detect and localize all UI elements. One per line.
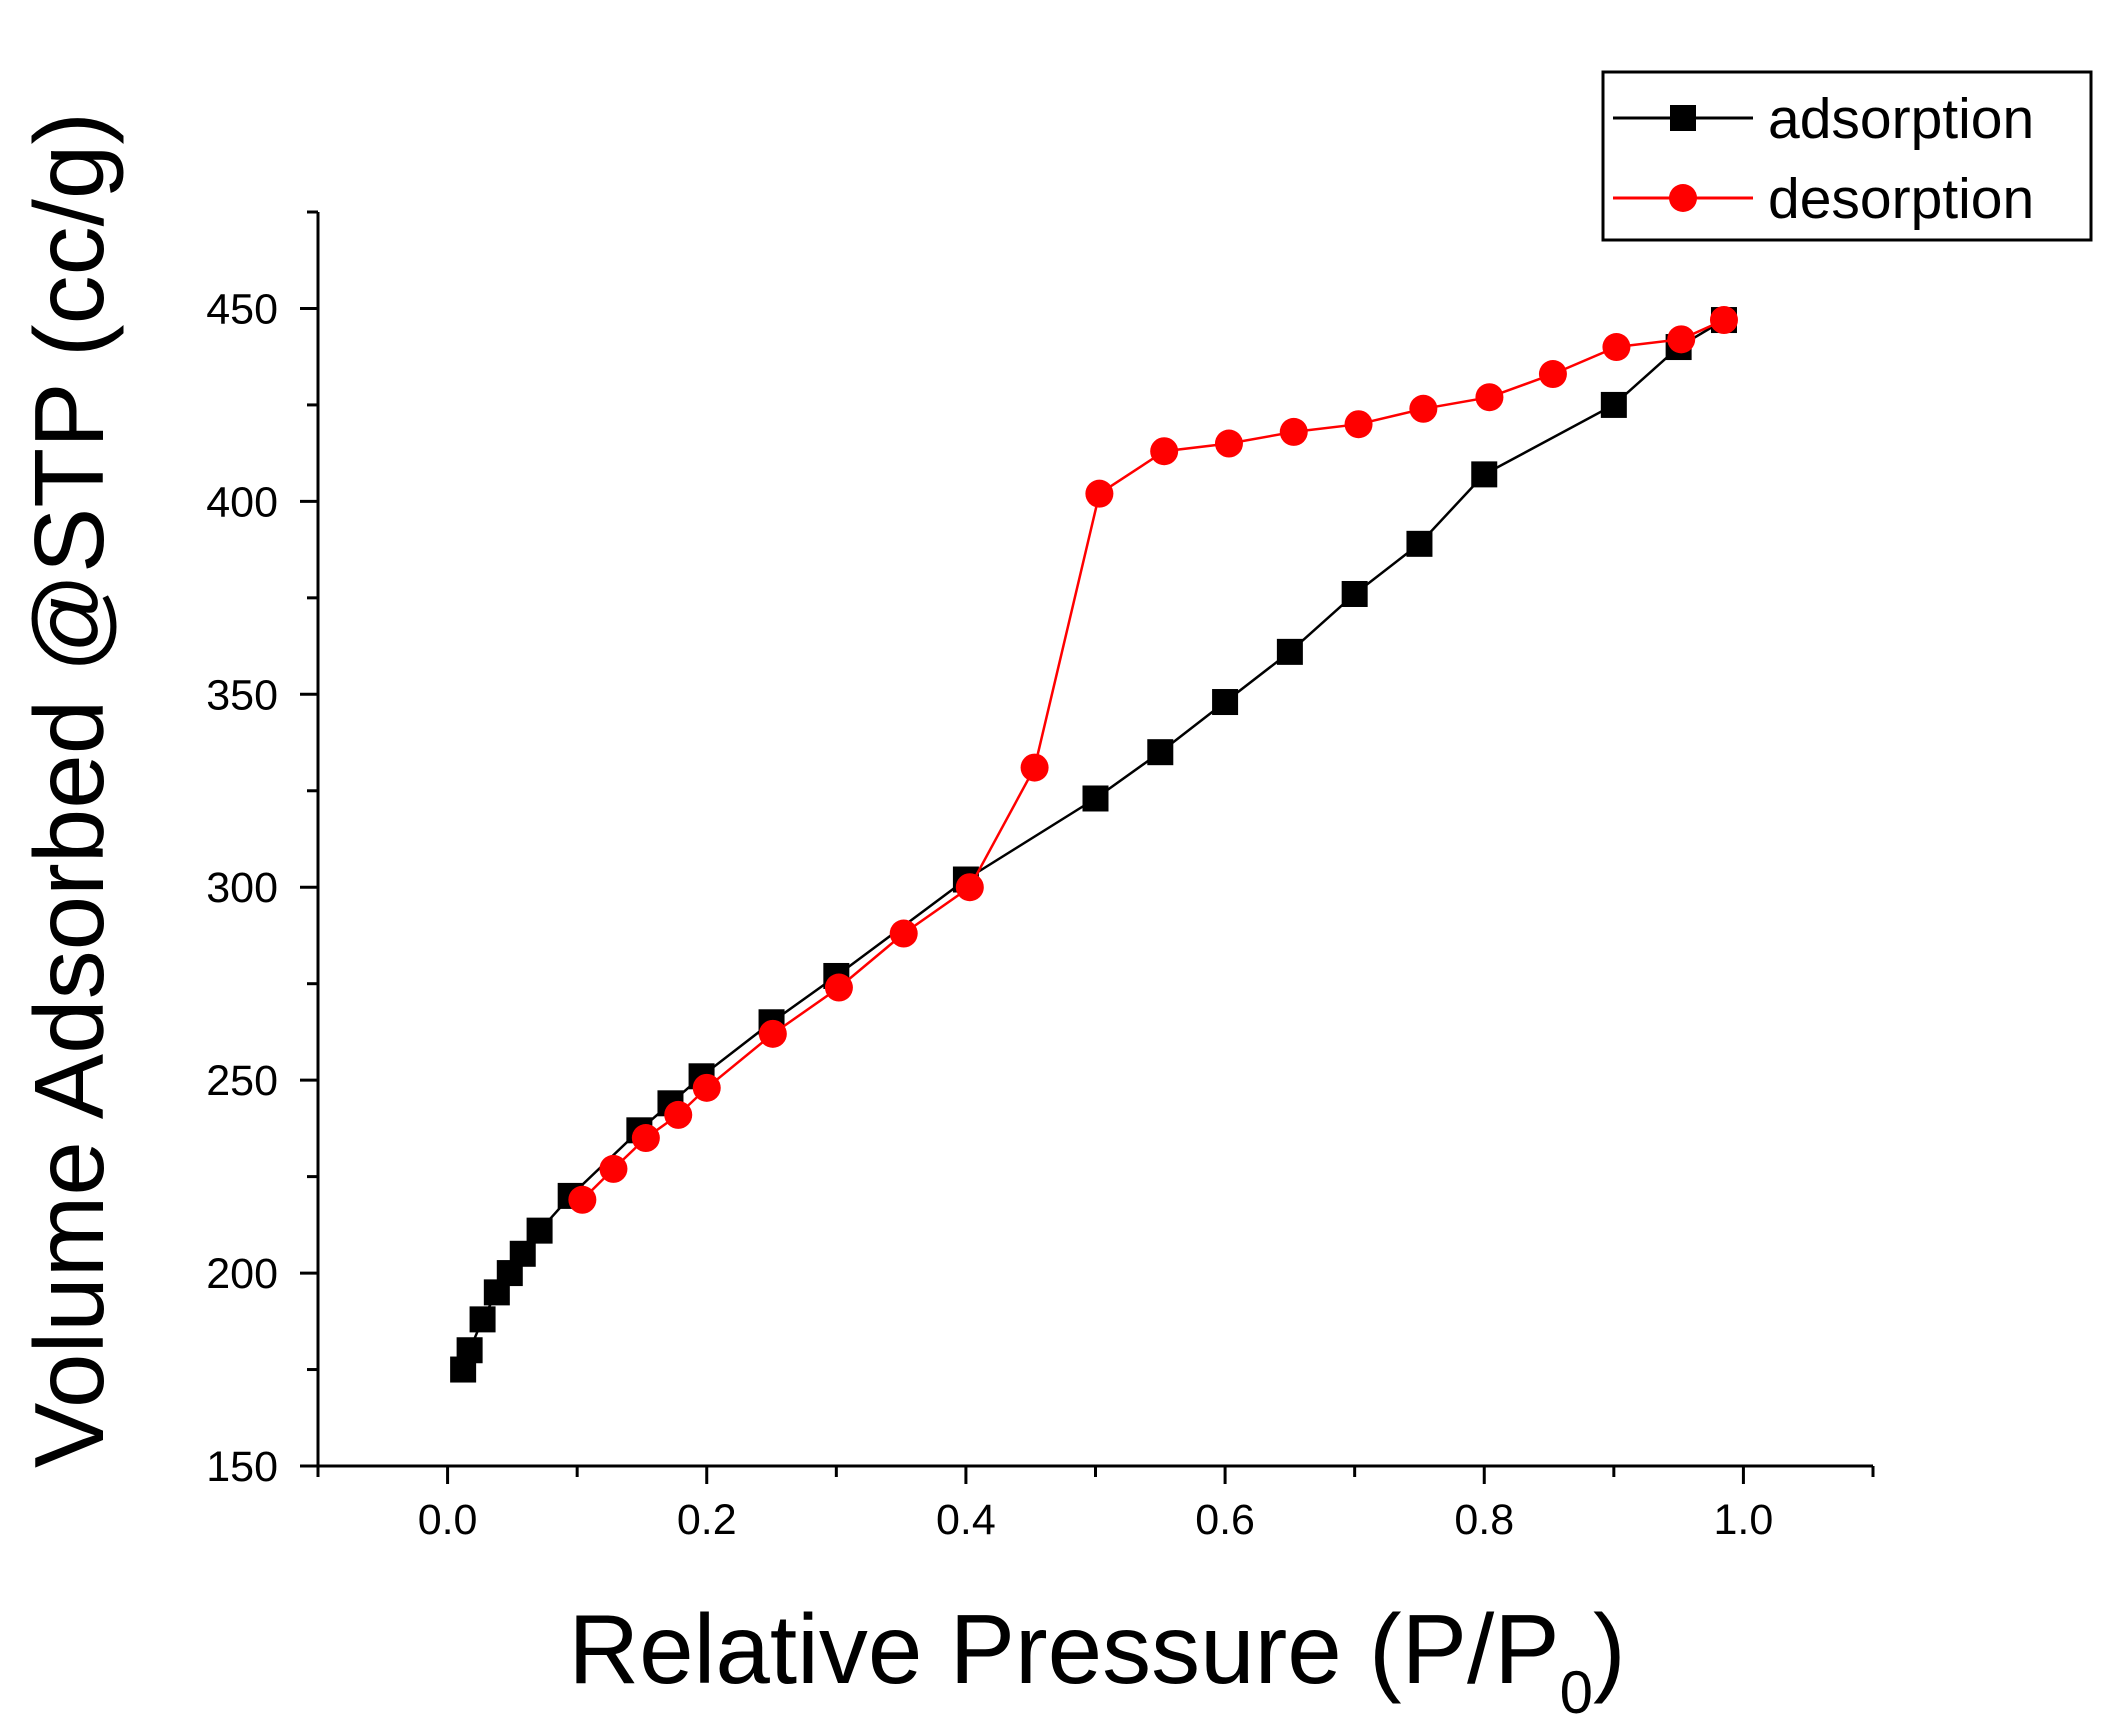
adsorption-point	[1082, 785, 1109, 812]
desorption-point	[1279, 417, 1308, 446]
desorption-point	[1344, 410, 1373, 439]
y-tick-label: 150	[206, 1443, 278, 1491]
y-tick-label: 250	[206, 1057, 278, 1105]
desorption-point	[1538, 360, 1567, 389]
adsorption-point	[469, 1306, 496, 1333]
x-axis-title-main: Relative Pressure (P/P	[568, 1594, 1559, 1704]
x-tick-label: 0.0	[418, 1496, 478, 1544]
axis-titles: Relative Pressure (P/P0) Volume Adsorbed …	[14, 112, 1626, 1726]
desorption-point	[1602, 333, 1631, 362]
y-tick-label: 400	[206, 478, 278, 526]
desorption-point	[1667, 325, 1696, 354]
series-layer	[450, 306, 1738, 1383]
x-tick-label: 1.0	[1714, 1496, 1774, 1544]
adsorption-point	[1600, 391, 1627, 418]
desorption-point	[599, 1154, 628, 1183]
x-tick-label: 0.8	[1454, 1496, 1514, 1544]
desorption-point	[1085, 479, 1114, 508]
desorption-point	[889, 919, 918, 948]
adsorption-point	[1147, 739, 1174, 766]
x-tick-label: 0.2	[677, 1496, 737, 1544]
desorption-point	[1709, 306, 1738, 335]
y-tick-label: 300	[206, 864, 278, 912]
legend-desorption-label: desorption	[1768, 167, 2034, 231]
desorption-point	[955, 873, 984, 902]
adsorption-point	[1471, 461, 1498, 488]
y-tick-label: 200	[206, 1250, 278, 1298]
desorption-point	[692, 1073, 721, 1102]
adsorption-point	[1406, 530, 1433, 557]
legend-desorption-marker	[1669, 184, 1697, 212]
desorption-point	[824, 973, 853, 1002]
y-tick-label: 350	[206, 671, 278, 719]
adsorption-point	[1341, 580, 1368, 607]
legend: adsorption desorption	[1601, 70, 2093, 242]
x-axis-title: Relative Pressure (P/P0)	[568, 1594, 1625, 1726]
adsorption-point	[456, 1337, 483, 1364]
desorption-point	[1475, 383, 1504, 412]
x-axis-title-close: )	[1593, 1594, 1626, 1704]
legend-adsorption-label: adsorption	[1768, 87, 2034, 151]
x-axis-title-subscript: 0	[1560, 1659, 1593, 1726]
adsorption-point	[509, 1240, 536, 1267]
desorption-point	[1214, 429, 1243, 458]
desorption-point	[758, 1019, 787, 1048]
x-tick-label: 0.4	[936, 1496, 996, 1544]
legend-adsorption-marker	[1670, 105, 1696, 131]
desorption-point	[1150, 437, 1179, 466]
desorption-point	[631, 1124, 660, 1153]
adsorption-point	[526, 1217, 553, 1244]
y-axis-title: Volume Adsorbed @STP (cc/g)	[14, 112, 124, 1468]
adsorption-point	[1212, 689, 1239, 716]
legend-box	[1601, 70, 2093, 242]
y-tick-label: 450	[206, 285, 278, 333]
desorption-point	[664, 1100, 693, 1129]
adsorption-point	[1276, 638, 1303, 665]
desorption-point	[568, 1185, 597, 1214]
adsorption-series-line	[461, 318, 1725, 1370]
desorption-point	[1020, 753, 1049, 782]
axes: 0.0 0.2 0.4 0.6 0.8 1.0 150 200 250 300 350 400 450	[206, 210, 1875, 1544]
x-tick-label: 0.6	[1195, 1496, 1255, 1544]
desorption-point	[1409, 394, 1438, 423]
